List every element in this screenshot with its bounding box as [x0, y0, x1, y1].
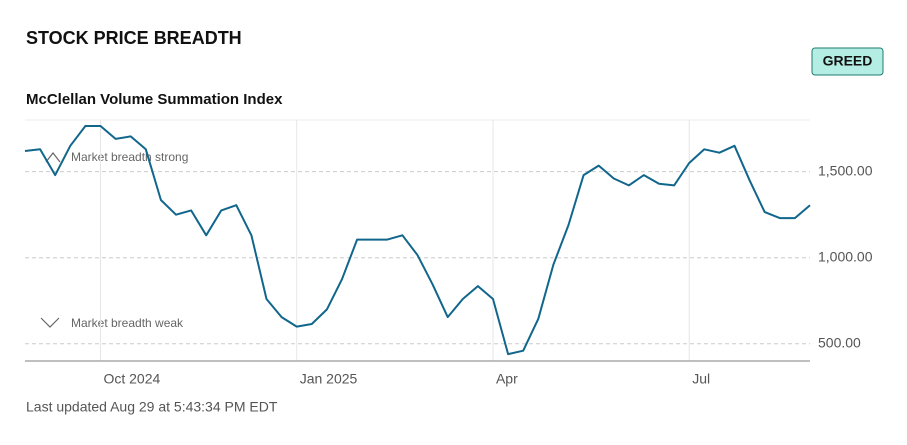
- y-tick-label: 1,000.00: [818, 248, 873, 264]
- strong-icon: [45, 152, 61, 163]
- footer: Last updated Aug 29 at 5:43:34 PM EDT: [26, 399, 278, 415]
- y-tick-label: 500.00: [818, 334, 861, 350]
- annotation: Market breadth weak: [71, 316, 184, 330]
- badge: GREED: [823, 53, 873, 69]
- x-tick-label: Jul: [692, 371, 710, 387]
- line: [24, 125, 811, 356]
- y-tick-label: 1,500.00: [818, 162, 873, 178]
- chart-title: McClellan Volume Summation Index: [26, 91, 283, 108]
- badge-box: [811, 47, 884, 76]
- page-title: STOCK PRICE BREADTH: [26, 28, 242, 48]
- annotation: Market breadth strong: [71, 150, 188, 164]
- x-tick-label: Jan 2025: [300, 371, 358, 387]
- x-tick-label: Oct 2024: [103, 371, 160, 387]
- x-tick-label: Apr: [496, 371, 518, 387]
- weak-icon: [40, 317, 60, 328]
